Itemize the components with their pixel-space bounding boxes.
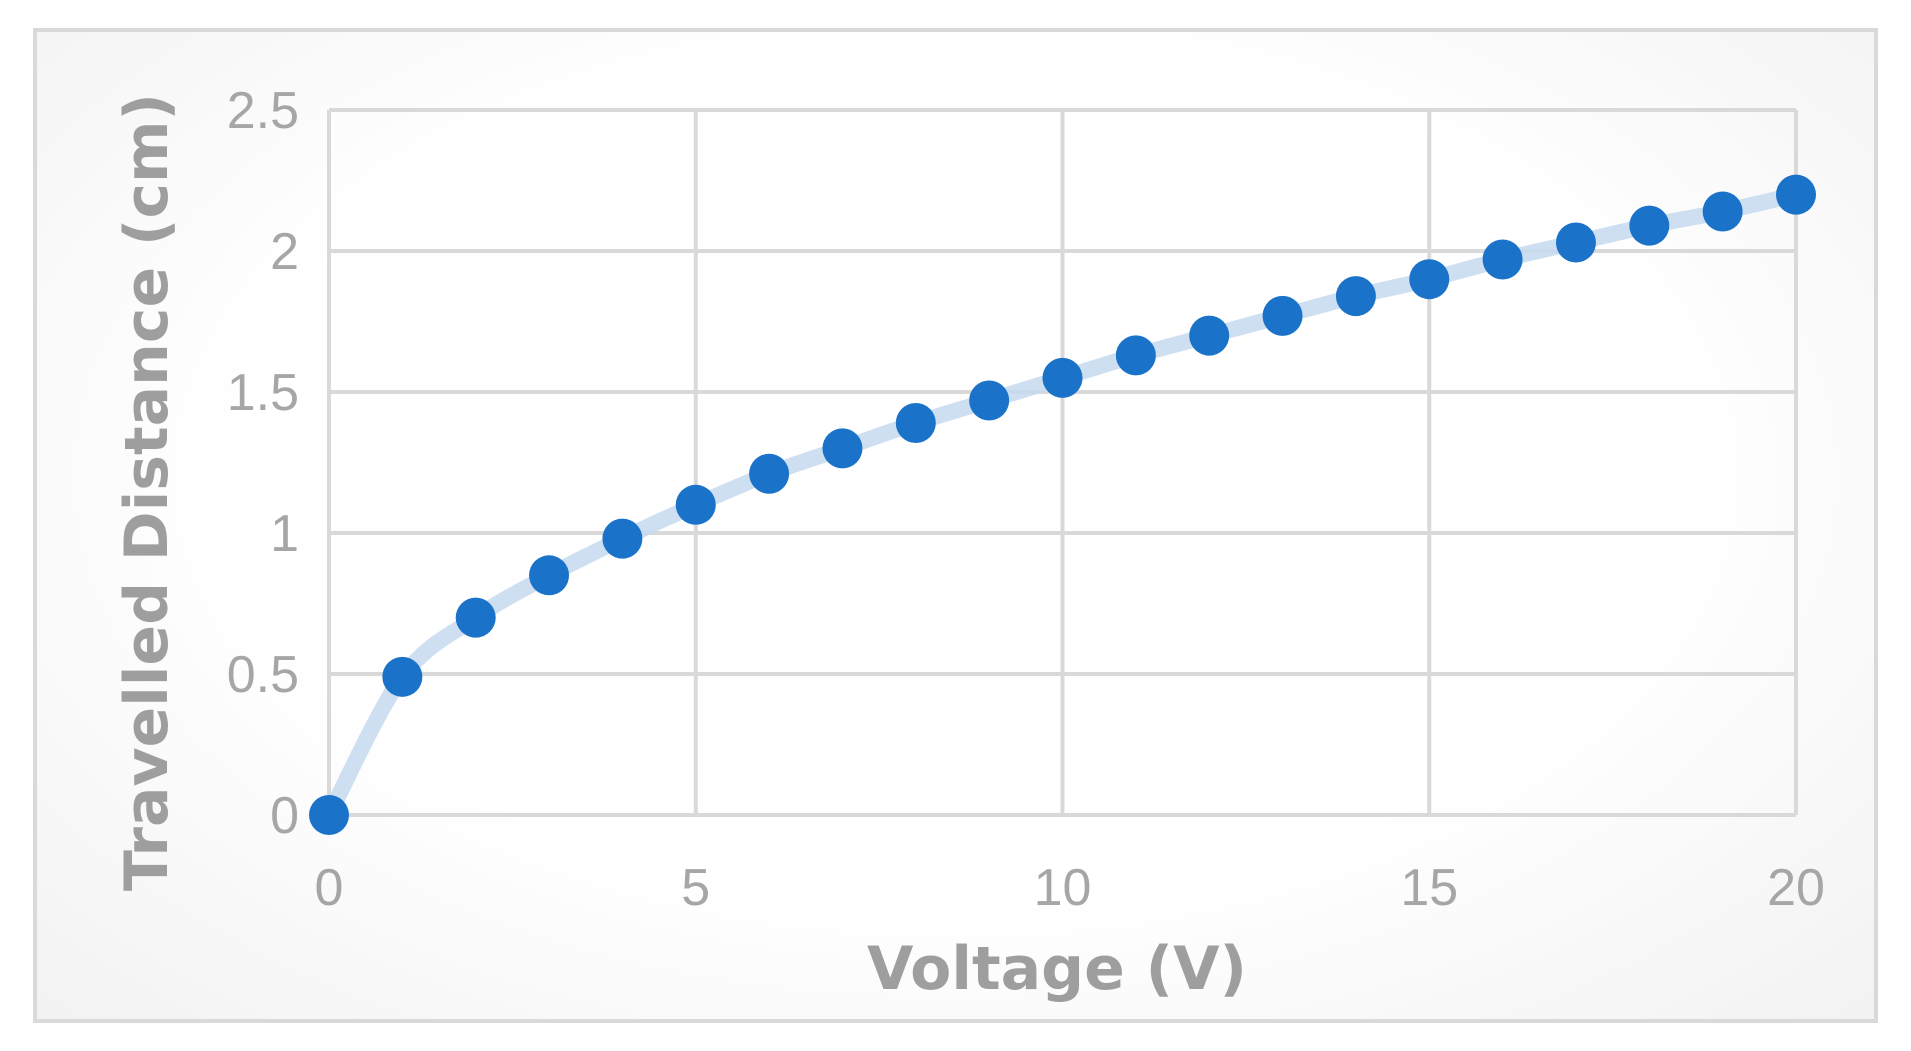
data-point: [1555, 222, 1596, 263]
y-tick-label: 0.5: [227, 646, 299, 704]
data-point: [1189, 315, 1230, 356]
x-tick-label: 15: [1400, 859, 1458, 917]
data-point: [749, 453, 790, 494]
data-point: [1115, 335, 1156, 376]
grid: [327, 108, 1798, 817]
y-tick-label: 2.5: [227, 82, 299, 140]
x-tick-label: 10: [1034, 859, 1092, 917]
data-point: [1702, 191, 1743, 232]
x-tick-label: 5: [681, 859, 710, 917]
x-tick-label: 20: [1767, 859, 1825, 917]
data-point: [382, 656, 423, 697]
chart-svg: 0 5 10 15 20 0 0.5 1 1.5 2 2.5 Voltage (V) Travel…: [112, 82, 1825, 1004]
data-point: [1262, 295, 1303, 336]
data-points: [309, 174, 1816, 835]
y-tick-label: 1.5: [227, 364, 299, 422]
x-tick-label: 0: [315, 859, 344, 917]
data-point: [309, 795, 349, 835]
data-point: [675, 484, 716, 525]
chart-frame: 0 5 10 15 20 0 0.5 1 1.5 2 2.5 Voltage (V) Travel…: [33, 28, 1878, 1023]
x-tick-labels: 0 5 10 15 20: [315, 859, 1825, 917]
data-point: [1409, 259, 1450, 300]
data-point: [895, 403, 936, 444]
data-point: [529, 555, 570, 596]
data-point: [822, 428, 863, 469]
y-tick-labels: 0 0.5 1 1.5 2 2.5: [227, 82, 299, 845]
x-axis-title: Voltage (V): [867, 934, 1247, 1004]
y-tick-label: 0: [270, 787, 299, 845]
data-point: [602, 518, 643, 559]
y-tick-label: 1: [270, 505, 299, 563]
y-axis-title: Travelled Distance (cm): [112, 93, 182, 891]
data-point: [1042, 357, 1083, 398]
data-point: [1629, 205, 1670, 246]
data-point: [1335, 276, 1376, 317]
data-point: [1482, 239, 1523, 280]
data-point: [969, 380, 1010, 421]
data-point: [1776, 174, 1816, 215]
data-point: [455, 597, 496, 638]
y-tick-label: 2: [270, 223, 299, 281]
